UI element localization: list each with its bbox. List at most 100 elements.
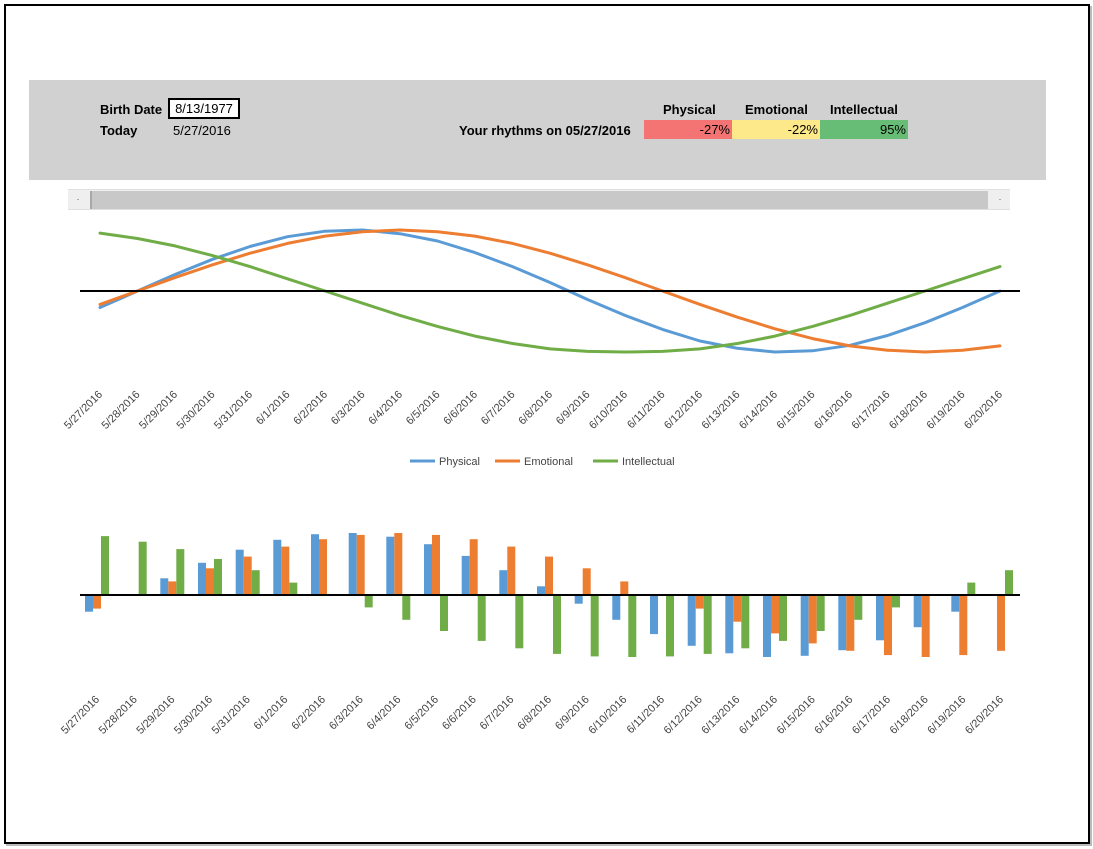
- bar-chart-tick-label: 5/27/2016: [59, 694, 102, 737]
- bar-chart-tick-label: 6/20/2016: [963, 694, 1006, 737]
- line-chart-tick-label: 6/2/2016: [291, 389, 330, 428]
- bar-chart-tick-label: 6/3/2016: [327, 694, 366, 733]
- bar-intellectual: [703, 595, 712, 654]
- scroll-thumb[interactable]: [90, 191, 988, 209]
- line-chart-tick-label: 6/20/2016: [962, 389, 1005, 432]
- bar-emotional: [394, 533, 403, 595]
- bar-intellectual: [967, 582, 976, 595]
- bar-emotional: [432, 534, 440, 595]
- bar-intellectual: [251, 570, 260, 595]
- line-chart-tick-label: 6/6/2016: [441, 389, 480, 428]
- bar-chart-tick-label: 6/8/2016: [515, 694, 554, 733]
- line-chart-tick-label: 6/19/2016: [925, 389, 968, 432]
- bar-physical: [198, 562, 206, 595]
- bar-chart-tick-label: 6/9/2016: [553, 694, 592, 733]
- bar-chart-tick-label: 6/16/2016: [812, 694, 855, 737]
- bar-physical: [499, 570, 508, 595]
- line-chart-tick-label: 6/14/2016: [737, 389, 780, 432]
- birth-date-input[interactable]: 8/13/1977: [168, 98, 240, 119]
- bar-physical: [800, 595, 809, 656]
- line-chart-tick-label: 5/31/2016: [212, 389, 255, 432]
- bar-emotional: [771, 595, 779, 634]
- bar-chart-tick-label: 6/17/2016: [850, 694, 893, 737]
- bar-physical: [951, 595, 960, 612]
- scroll-left-button[interactable]: ·: [76, 194, 80, 204]
- bar-physical: [725, 595, 734, 654]
- bar-emotional: [959, 595, 968, 656]
- line-chart-tick-label: 6/12/2016: [662, 389, 705, 432]
- line-chart-tick-label: 5/28/2016: [100, 389, 143, 432]
- line-chart-tick-label: 6/1/2016: [254, 389, 293, 428]
- bar-chart-tick-label: 6/2/2016: [289, 694, 328, 733]
- bar-intellectual: [101, 536, 109, 595]
- bar-intellectual: [176, 549, 185, 595]
- emotional-header: Emotional: [745, 102, 808, 117]
- bar-emotional: [93, 595, 101, 609]
- bar-emotional: [921, 595, 930, 657]
- bar-emotional: [206, 568, 214, 595]
- bar-chart-tick-label: 6/15/2016: [775, 694, 818, 737]
- bar-physical: [913, 595, 922, 628]
- bar-physical: [687, 595, 696, 646]
- bar-intellectual: [741, 595, 750, 649]
- bar-physical: [537, 586, 545, 595]
- bar-physical: [235, 549, 244, 595]
- scroll-right-button[interactable]: ·: [998, 194, 1002, 204]
- bar-physical: [461, 555, 470, 595]
- bar-emotional: [884, 595, 892, 656]
- bar-chart-tick-label: 6/4/2016: [365, 694, 404, 733]
- line-chart-tick-label: 6/17/2016: [850, 389, 893, 432]
- emotional-value-cell: -22%: [732, 120, 820, 139]
- legend-label-physical: Physical: [439, 456, 480, 468]
- bar-emotional: [545, 556, 553, 595]
- bar-physical: [424, 544, 432, 595]
- bar-physical: [612, 595, 621, 620]
- rhythms-label: Your rhythms on 05/27/2016: [459, 123, 631, 138]
- line-chart-tick-label: 5/30/2016: [175, 389, 218, 432]
- line-chart-tick-label: 6/11/2016: [625, 389, 668, 432]
- bar-emotional: [846, 595, 855, 651]
- line-chart-tick-label: 6/5/2016: [404, 389, 443, 428]
- line-chart-tick-label: 6/10/2016: [587, 389, 630, 432]
- bar-physical: [650, 595, 658, 635]
- bar-chart-tick-label: 6/7/2016: [478, 694, 517, 733]
- bar-intellectual: [364, 595, 373, 608]
- bar-emotional: [733, 595, 742, 622]
- line-chart-tick-label: 6/7/2016: [479, 389, 518, 428]
- line-series-emotional: [98, 228, 1002, 354]
- line-chart-tick-label: 6/16/2016: [812, 389, 855, 432]
- bar-chart-tick-label: 6/6/2016: [440, 694, 479, 733]
- bar-emotional: [507, 546, 516, 595]
- bar-emotional: [620, 581, 629, 595]
- bar-chart-tick-label: 5/29/2016: [134, 694, 177, 737]
- bar-emotional: [243, 556, 252, 595]
- line-chart-tick-label: 6/13/2016: [700, 389, 743, 432]
- intellectual-header: Intellectual: [830, 102, 898, 117]
- bar-intellectual: [779, 595, 787, 641]
- bar-chart-tick-label: 6/12/2016: [662, 694, 705, 737]
- bar-chart-tick-label: 6/13/2016: [699, 694, 742, 737]
- line-chart-tick-label: 5/29/2016: [137, 389, 180, 432]
- bar-chart-tick-label: 6/19/2016: [925, 694, 968, 737]
- bar-intellectual: [289, 582, 298, 595]
- line-chart-tick-label: 6/15/2016: [775, 389, 818, 432]
- bar-chart-tick-label: 5/30/2016: [172, 694, 215, 737]
- bar-physical: [273, 539, 282, 595]
- line-chart-tick-label: 6/8/2016: [516, 389, 555, 428]
- bar-chart-tick-label: 6/14/2016: [737, 694, 780, 737]
- today-label: Today: [100, 123, 138, 138]
- bar-emotional: [319, 539, 327, 595]
- bar-intellectual: [1005, 570, 1013, 595]
- line-chart-tick-label: 6/9/2016: [554, 389, 593, 428]
- intellectual-value-cell: 95%: [820, 120, 908, 139]
- bar-physical: [763, 595, 771, 657]
- date-scrollbar[interactable]: · ·: [68, 189, 1010, 210]
- bar-emotional: [582, 568, 591, 595]
- bar-chart-tick-label: 5/31/2016: [210, 694, 253, 737]
- bar-physical: [85, 595, 93, 612]
- bar-emotional: [281, 546, 290, 595]
- bar-physical: [574, 595, 583, 604]
- bar-intellectual: [402, 595, 411, 620]
- bar-physical: [160, 578, 169, 595]
- bar-intellectual: [816, 595, 825, 631]
